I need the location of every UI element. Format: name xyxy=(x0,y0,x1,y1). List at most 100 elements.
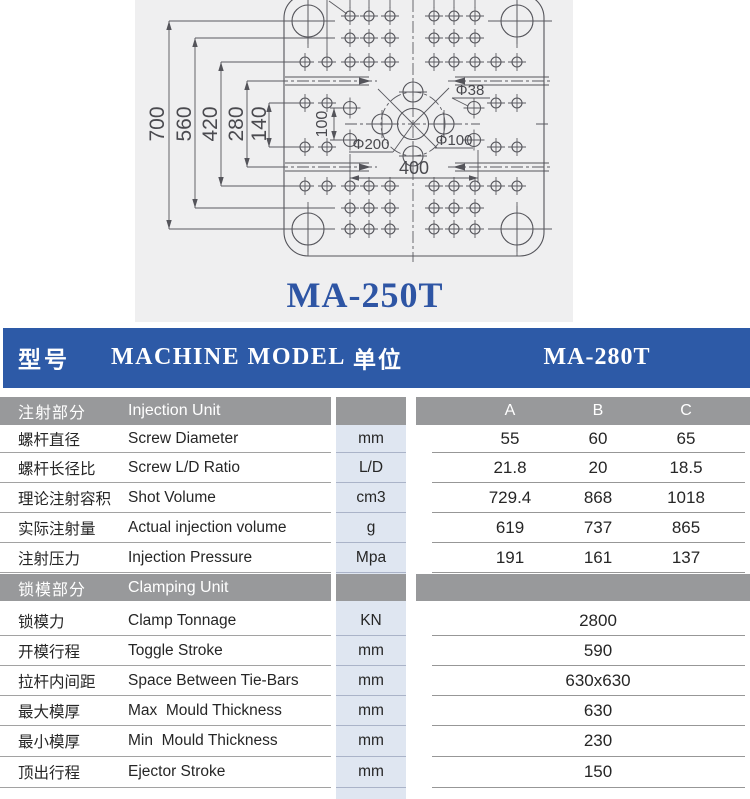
row-unit: mm xyxy=(336,757,406,788)
row-values: 729.4 868 1018 xyxy=(432,483,745,513)
section-label-en: Clamping Unit xyxy=(128,578,229,596)
header-unit: 单位 xyxy=(353,347,403,373)
bolt-hole xyxy=(381,29,399,47)
value-cell: 20 xyxy=(588,457,608,477)
spec-table: 注射部分 Injection Unit A B C 螺杆直径 Screw Diameter m… xyxy=(0,397,750,799)
bolt-hole xyxy=(341,53,359,71)
dim-700: 700 xyxy=(146,106,169,141)
value-cell-spanning: 150 xyxy=(583,762,613,781)
section-label-cn: 锁模部分 xyxy=(18,581,87,599)
row-label-cn: 理论注射容积 xyxy=(18,490,112,508)
row-label-cn: 开模行程 xyxy=(18,643,81,661)
center-locating-hole xyxy=(396,107,430,141)
row-values: 2800 xyxy=(432,606,745,636)
row-labels: 理论注射容积 Shot Volume xyxy=(0,483,331,513)
table-row: 实际注射量 Actual injection volume g 619 737 865 xyxy=(0,513,750,543)
platen-drawing-svg: 700 560 420 280 140 100 400 Φ38 Φ200 Φ10… xyxy=(146,0,553,262)
bolt-hole xyxy=(508,53,526,71)
row-label-en: Injection Pressure xyxy=(128,548,253,566)
value-cell-spanning: 630x630 xyxy=(565,670,631,690)
bolt-hole xyxy=(425,199,443,217)
row-label-cn: 最大模厚 xyxy=(18,703,81,721)
table-row: 拉杆内间距 Space Between Tie-Bars mm 630x630 xyxy=(0,666,750,696)
bolt-hole xyxy=(487,138,505,156)
bolt-hole xyxy=(445,7,463,25)
table-row: 螺杆直径 Screw Diameter mm 55 60 65 xyxy=(0,425,750,453)
bolt-hole xyxy=(445,53,463,71)
section-header-row: 注射部分 Injection Unit A B C xyxy=(0,397,750,425)
row-label-cn: 螺杆长径比 xyxy=(18,460,96,478)
row-values: 619 737 865 xyxy=(432,513,745,543)
column-header-b: B xyxy=(592,402,604,419)
dim-dia38: Φ38 xyxy=(456,82,485,99)
bolt-hole xyxy=(487,94,505,112)
leader-dia38 xyxy=(451,97,469,107)
value-cell: 55 xyxy=(500,428,520,448)
value-cell-spanning: 230 xyxy=(583,731,613,750)
header-model-value: MA-280T xyxy=(543,343,651,370)
row-labels: 开模行程 Toggle Stroke xyxy=(0,636,331,666)
table-row: 开模行程 Toggle Stroke mm 590 xyxy=(0,636,750,666)
row-label-cn: 最小模厚 xyxy=(18,734,81,751)
dim-dia200: Φ200 xyxy=(353,136,390,153)
row-values: 191 161 137 xyxy=(432,543,745,573)
bolt-hole xyxy=(341,199,359,217)
bolt-hole xyxy=(487,177,505,195)
top-edge-stubs xyxy=(328,0,476,15)
row-unit: mm xyxy=(336,696,406,726)
row-values: 630x630 xyxy=(432,666,745,696)
dia38-hole xyxy=(463,97,485,119)
bolt-hole xyxy=(318,177,336,195)
section-header-row: 锁模部分 Clamping Unit xyxy=(0,574,750,601)
dia38-hole xyxy=(463,129,485,151)
bolt-hole xyxy=(445,29,463,47)
row-unit: cm3 xyxy=(336,483,406,513)
bolt-hole xyxy=(360,29,378,47)
column-header-a: A xyxy=(504,402,516,419)
leader-dia200 xyxy=(392,87,450,153)
row-labels: 拉杆内间距 Space Between Tie-Bars xyxy=(0,666,331,696)
table-row: 顶出行程 Ejector Stroke mm 150 xyxy=(0,757,750,788)
drawing-title: MA-250T xyxy=(286,275,444,315)
bolt-hole xyxy=(360,7,378,25)
row-values: 55 60 65 xyxy=(432,425,745,453)
bolt-hole xyxy=(381,220,399,238)
bolt-hole xyxy=(466,29,484,47)
row-label-cn: 注射压力 xyxy=(18,550,81,568)
section-unit-block xyxy=(336,397,406,425)
bolt-hole xyxy=(341,7,359,25)
row-label-cn: 螺杆直径 xyxy=(18,431,81,449)
value-cell: 619 xyxy=(495,517,525,537)
value-cell-spanning: 2800 xyxy=(579,610,617,630)
bolt-hole xyxy=(381,177,399,195)
bolt-hole xyxy=(341,29,359,47)
spec-table-body: 注射部分 Injection Unit A B C 螺杆直径 Screw Diameter m… xyxy=(0,397,750,788)
value-cell: 161 xyxy=(583,547,613,567)
row-unit: mm xyxy=(336,666,406,696)
value-cell: 729.4 xyxy=(488,487,532,507)
bolt-hole xyxy=(381,53,399,71)
bolt-hole xyxy=(425,29,443,47)
dim-280: 280 xyxy=(225,106,248,141)
section-columns xyxy=(416,574,750,601)
tie-bar-hole xyxy=(490,202,544,256)
dim-dia100: Φ100 xyxy=(436,132,473,149)
row-unit: g xyxy=(336,513,406,543)
row-label-en: Ejector Stroke xyxy=(128,763,226,780)
tie-bar-hole xyxy=(490,0,544,48)
row-label-en: Space Between Tie-Bars xyxy=(128,671,299,689)
row-unit: mm xyxy=(336,425,406,453)
row-labels: 最大模厚 Max Mould Thickness xyxy=(0,696,331,726)
dimension-chain xyxy=(166,20,479,230)
dim-140: 140 xyxy=(248,106,271,141)
row-labels: 实际注射量 Actual injection volume xyxy=(0,513,331,543)
row-label-en: Toggle Stroke xyxy=(128,641,223,659)
row-unit: KN xyxy=(336,606,406,636)
row-unit: Mpa xyxy=(336,543,406,573)
row-labels: 锁模力 Clamp Tonnage xyxy=(0,606,331,636)
value-cell: 137 xyxy=(671,547,701,567)
bolt-hole xyxy=(318,138,336,156)
bolt-circle-hole xyxy=(368,110,396,138)
row-unit: mm xyxy=(336,636,406,666)
table-header: 型号 MACHINE MODEL 单位 MA-280T xyxy=(3,328,750,388)
